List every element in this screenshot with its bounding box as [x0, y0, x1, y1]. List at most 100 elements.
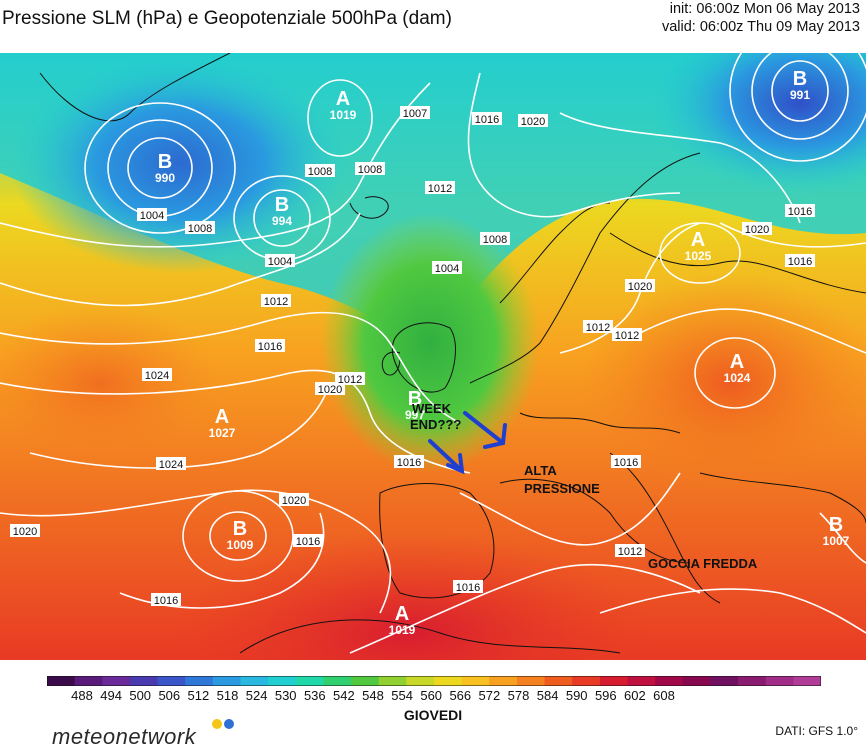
- isobar-label: 1012: [261, 294, 291, 308]
- colorbar-tick-label: 488: [71, 688, 93, 703]
- isobar-label: 1020: [315, 382, 345, 396]
- centre-letter: A: [215, 406, 229, 428]
- isobar-label-text: 1016: [154, 595, 178, 607]
- isobar-label-text: 1016: [614, 457, 638, 469]
- centre-letter: A: [395, 603, 409, 625]
- isobar-label-bg: [142, 368, 172, 381]
- isobar-label-text: 1012: [338, 374, 362, 386]
- isobar-label-bg: [742, 222, 772, 235]
- isobar-label-text: 1008: [358, 164, 382, 176]
- isobar-label: 1012: [583, 320, 613, 334]
- annotation-alta-line2: PRESSIONE: [524, 481, 600, 496]
- colorbar-tick-label: 572: [478, 688, 501, 703]
- colorbar-tick-label: 596: [594, 688, 617, 703]
- centre-value: 1019: [330, 108, 357, 122]
- run-info: init: 06:00z Mon 06 May 2013 valid: 06:0…: [662, 0, 860, 36]
- colorbar-tick-label: 530: [274, 688, 297, 703]
- colorbar-swatch: [627, 676, 656, 686]
- arrow-1: [428, 439, 464, 473]
- annotations: WEEK END??? ALTA PRESSIONE GOCCIA FREDDA: [410, 401, 758, 571]
- weather-map: 1007 1016 1020 1008 1008 1004 1008 1012 1008 1004…: [0, 53, 866, 660]
- isobar-label-bg: [611, 455, 641, 468]
- colorbar-swatch: [185, 676, 214, 686]
- isobar-label-text: 1020: [745, 224, 769, 236]
- centre-value: 994: [272, 214, 292, 228]
- colorbar-tick-label: 548: [362, 688, 384, 703]
- isobar-label-text: 1008: [308, 166, 332, 178]
- day-label: GIOVEDI: [403, 707, 463, 723]
- isobar-label: 1016: [151, 593, 181, 607]
- isobar-label-text: 1024: [145, 370, 169, 382]
- brand-logo-text: meteonetwork: [52, 724, 197, 749]
- isobar-label: 1020: [625, 279, 655, 293]
- coastlines: [39, 53, 866, 654]
- annotation-alta-line1: ALTA: [524, 463, 557, 478]
- colorbar-swatch: [434, 676, 463, 686]
- colorbar-swatch: [295, 676, 324, 686]
- isobar-label-text: 1016: [788, 256, 812, 268]
- colorbar-swatch: [351, 676, 380, 686]
- colorbar-swatch: [516, 676, 546, 686]
- isobar-label-text: 1016: [788, 206, 812, 218]
- isobar-label-bg: [151, 593, 181, 606]
- isobar-label: 1012: [612, 328, 642, 342]
- isobar-label-bg: [612, 328, 642, 341]
- centre-value: 1027: [209, 426, 236, 440]
- arrow-2-head: [483, 423, 507, 449]
- isobar-label-text: 1020: [521, 116, 545, 128]
- colorbar-swatch: [599, 676, 628, 686]
- colorbar-swatch: [710, 676, 739, 686]
- colorbar-swatch: [793, 676, 821, 686]
- isobar-label-bg: [785, 204, 815, 217]
- isobar-label: 1016: [785, 204, 815, 218]
- colorbar-tick-label: 578: [507, 688, 530, 703]
- isobar-label-bg: [156, 457, 186, 470]
- colorbar-swatch: [268, 676, 297, 686]
- colorbar-swatch: [682, 676, 711, 686]
- isobar-label-bg: [185, 221, 215, 234]
- colorbar-tick-label: 542: [333, 688, 355, 703]
- centre-letter: B: [829, 514, 843, 536]
- isobar-label: 1007: [400, 106, 430, 120]
- isobar-label-bg: [615, 544, 645, 557]
- isobar-label-bg: [293, 534, 323, 547]
- cold-low-west: [10, 53, 350, 273]
- init-time: init: 06:00z Mon 06 May 2013: [669, 1, 860, 17]
- isobar-label: 1020: [518, 114, 548, 128]
- colorbar-swatch: [544, 676, 573, 686]
- isobar-label-text: 1020: [13, 526, 37, 538]
- isobar-label-bg: [425, 181, 455, 194]
- map-title: Pressione SLM (hPa) e Geopotenziale 500h…: [2, 8, 452, 29]
- cold-low-east: [650, 53, 866, 193]
- isobar-label-bg: [261, 294, 291, 307]
- isobar-label-bg: [625, 279, 655, 292]
- colorbar-tick-label: 566: [449, 688, 472, 703]
- logo-dot-blue: [224, 719, 234, 729]
- colorbar-tick-label: 584: [536, 688, 559, 703]
- centre-value: 991: [790, 88, 810, 102]
- isobar-label-bg: [785, 254, 815, 267]
- isobar-label-text: 1004: [435, 263, 459, 275]
- isobar-label-bg: [137, 208, 167, 221]
- isobar-label: 1016: [293, 534, 323, 548]
- arrow-1-head: [446, 453, 465, 475]
- isobar-label-bg: [480, 232, 510, 245]
- centre-letter: B: [233, 518, 247, 540]
- colorbar-swatch: [240, 676, 269, 686]
- isobar-label: 1012: [335, 372, 365, 386]
- logo-dot-yellow: [212, 719, 222, 729]
- warm-air-atlantic: [0, 303, 220, 463]
- centre-letter: A: [336, 88, 350, 110]
- isobar-label: 1020: [10, 524, 40, 538]
- isobar-label-bg: [518, 114, 548, 127]
- isobar-label: 1020: [279, 493, 309, 507]
- colorbar-tick-label: 608: [653, 688, 675, 703]
- isobar-label: 1012: [425, 181, 455, 195]
- colorbar-swatch: [655, 676, 684, 686]
- isobar-label: 1016: [453, 580, 483, 594]
- isobar-label: 1008: [305, 164, 335, 178]
